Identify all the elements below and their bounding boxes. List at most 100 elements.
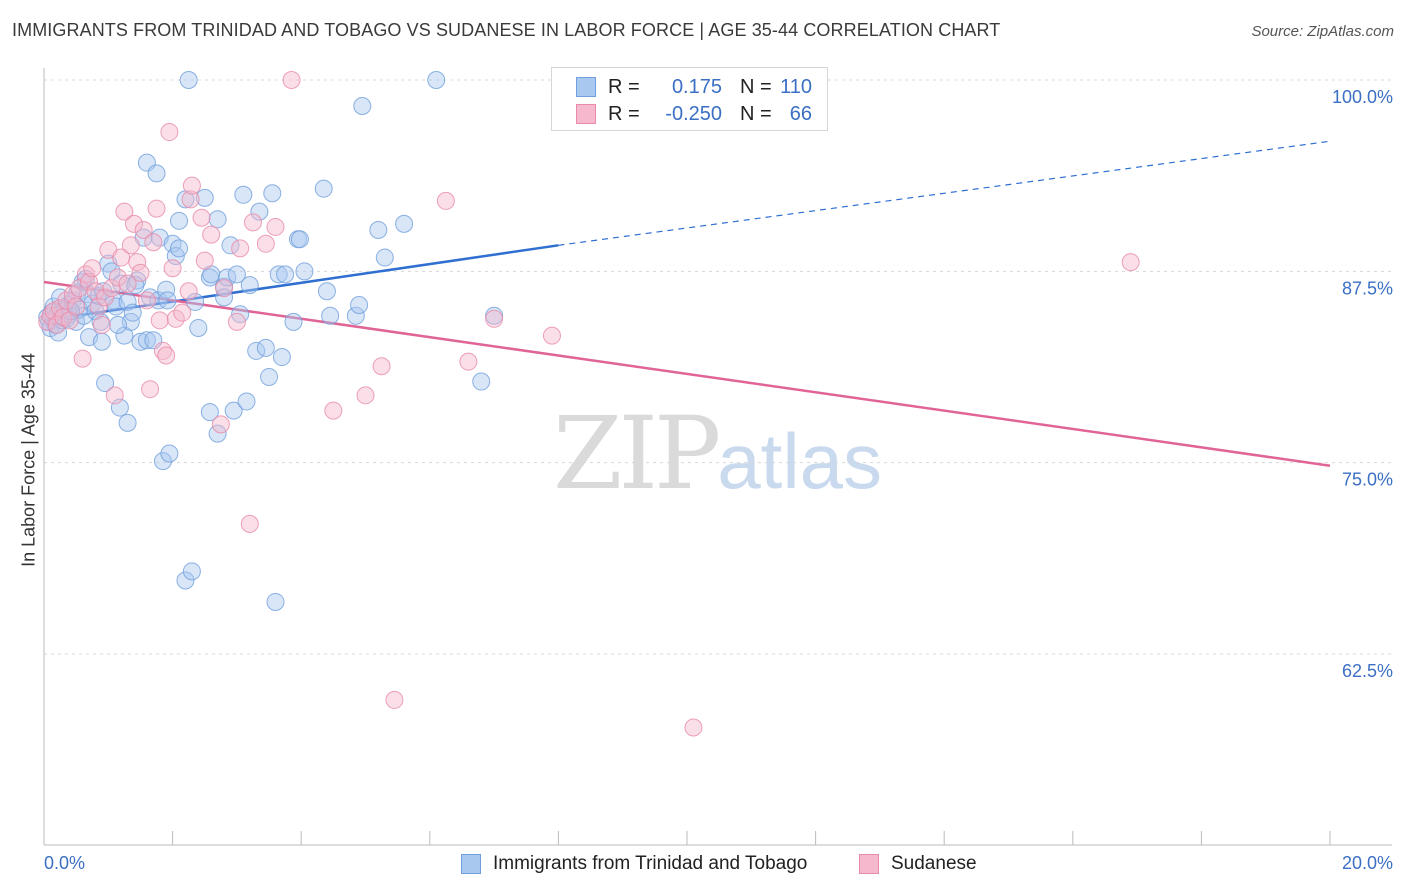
legend-label: Sudanese xyxy=(891,853,977,874)
point-trinidad xyxy=(170,211,189,230)
point-sudanese xyxy=(128,253,147,272)
point-trinidad xyxy=(147,164,166,183)
point-sudanese xyxy=(105,386,124,405)
n-value: 66 xyxy=(789,102,812,125)
point-sudanese xyxy=(141,380,160,399)
point-trinidad xyxy=(170,239,189,258)
legend-item-trinidad: Immigrants from Trinidad and Tobago xyxy=(461,852,807,876)
point-sudanese xyxy=(215,279,234,298)
point-trinidad xyxy=(179,71,198,89)
point-trinidad xyxy=(263,184,282,203)
point-trinidad xyxy=(224,401,243,420)
point-sudanese xyxy=(243,213,262,232)
point-sudanese xyxy=(182,176,201,195)
point-sudanese xyxy=(92,315,111,334)
point-sudanese xyxy=(160,123,179,142)
points-layer xyxy=(38,71,1140,737)
point-trinidad xyxy=(237,392,256,411)
grid-layer xyxy=(44,79,1392,655)
point-sudanese xyxy=(108,268,127,287)
point-trinidad xyxy=(131,332,150,351)
blue-swatch xyxy=(461,854,481,874)
point-trinidad xyxy=(176,571,195,590)
point-sudanese xyxy=(118,274,137,293)
point-sudanese xyxy=(372,357,391,376)
point-trinidad xyxy=(260,367,279,386)
point-sudanese xyxy=(282,71,301,89)
point-sudanese xyxy=(684,718,703,737)
point-sudanese xyxy=(115,202,134,221)
point-trinidad xyxy=(369,221,388,240)
point-trinidad xyxy=(186,292,205,311)
point-sudanese xyxy=(137,291,156,310)
point-sudanese xyxy=(131,263,150,282)
point-trinidad xyxy=(195,188,214,207)
point-trinidad xyxy=(240,276,259,295)
trend-line-trinidad-extension xyxy=(558,140,1331,246)
watermark-atlas: atlas xyxy=(717,417,883,505)
point-trinidad xyxy=(269,265,288,284)
n-value: 110 xyxy=(780,75,812,98)
point-trinidad xyxy=(314,179,333,198)
point-trinidad xyxy=(350,296,369,315)
point-sudanese xyxy=(121,236,140,255)
legend-label: Immigrants from Trinidad and Tobago xyxy=(493,853,808,874)
watermark-zip: ZIP xyxy=(553,395,721,512)
y-axis-label: In Labor Force | Age 35-44 xyxy=(18,353,39,567)
r-value: 0.175 xyxy=(671,75,722,98)
point-trinidad xyxy=(153,452,172,471)
stats-legend: R = 0.175 N = 110 R = -0.250 N = 66 xyxy=(551,67,828,131)
point-trinidad xyxy=(208,210,227,229)
point-sudanese xyxy=(485,309,504,328)
point-sudanese xyxy=(192,208,211,227)
y-tick-label: 62.5% xyxy=(1342,661,1393,681)
legend-row-blue: R = 0.175 N = 110 xyxy=(576,74,812,100)
legend-item-sudanese: Sudanese xyxy=(859,852,977,876)
source-label: Source: ZipAtlas.com xyxy=(1251,23,1394,40)
blue-swatch xyxy=(576,77,596,97)
point-trinidad xyxy=(247,341,266,360)
point-trinidad xyxy=(321,306,340,325)
point-trinidad xyxy=(256,338,275,357)
r-label: R = xyxy=(608,75,640,98)
trend-line-trinidad xyxy=(43,244,559,322)
point-trinidad xyxy=(375,248,394,267)
point-trinidad xyxy=(353,97,372,116)
point-trinidad xyxy=(158,291,177,310)
point-sudanese xyxy=(157,346,176,365)
point-trinidad xyxy=(92,332,111,351)
point-sudanese xyxy=(80,273,99,292)
point-sudanese xyxy=(179,282,198,301)
point-sudanese xyxy=(150,311,169,330)
n-label: N = xyxy=(740,75,772,98)
point-trinidad xyxy=(218,268,237,287)
point-sudanese xyxy=(83,259,102,278)
point-sudanese xyxy=(266,217,285,236)
y-tick-label: 75.0% xyxy=(1342,470,1393,490)
point-trinidad xyxy=(91,312,110,331)
point-sudanese xyxy=(173,303,192,322)
point-sudanese xyxy=(202,225,221,244)
point-sudanese xyxy=(436,191,455,210)
point-trinidad xyxy=(182,562,201,581)
point-trinidad xyxy=(221,236,240,255)
trend-line-sudanese xyxy=(43,280,1331,467)
point-trinidad xyxy=(250,202,269,221)
point-sudanese xyxy=(134,221,153,240)
y-tick-label: 100.0% xyxy=(1332,87,1393,107)
point-trinidad xyxy=(290,230,309,249)
point-sudanese xyxy=(211,415,230,434)
point-trinidad xyxy=(276,265,295,284)
point-sudanese xyxy=(195,251,214,270)
pink-swatch xyxy=(576,104,596,124)
point-trinidad xyxy=(96,374,115,393)
point-trinidad xyxy=(108,315,127,334)
point-trinidad xyxy=(266,592,285,611)
point-trinidad xyxy=(472,372,491,391)
point-trinidad xyxy=(272,348,291,367)
point-trinidad xyxy=(346,306,365,325)
legend-row-pink: R = -0.250 N = 66 xyxy=(576,101,812,127)
watermark: ZIPatlas xyxy=(553,395,882,512)
point-sudanese xyxy=(240,514,259,533)
